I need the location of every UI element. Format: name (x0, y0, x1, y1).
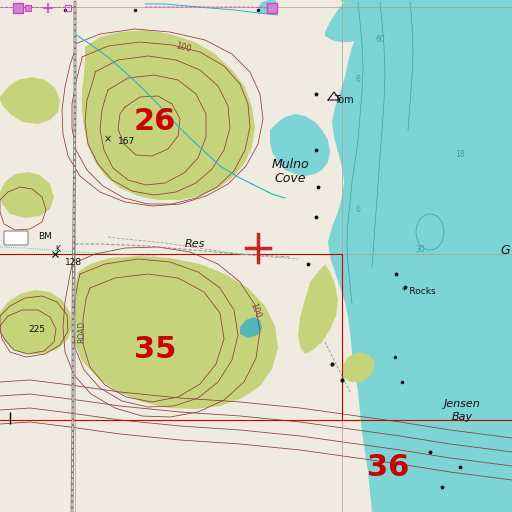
Polygon shape (72, 256, 278, 409)
Text: Tom: Tom (334, 95, 354, 105)
Text: BM: BM (38, 232, 52, 241)
Polygon shape (420, 390, 462, 512)
Text: 100: 100 (175, 41, 193, 54)
Text: 100: 100 (248, 301, 262, 319)
Text: Mulno: Mulno (271, 158, 309, 170)
Text: 128: 128 (65, 258, 82, 267)
Text: ROAD: ROAD (77, 321, 87, 343)
Polygon shape (0, 77, 60, 124)
Text: G: G (500, 244, 510, 257)
Text: 6: 6 (355, 205, 360, 214)
Text: 60: 60 (375, 35, 385, 44)
Polygon shape (82, 30, 255, 200)
Polygon shape (328, 0, 512, 512)
Text: 18: 18 (455, 150, 464, 159)
Polygon shape (258, 0, 278, 14)
Text: Cove: Cove (274, 172, 306, 184)
Polygon shape (0, 290, 72, 354)
Text: ×: × (104, 134, 112, 144)
Polygon shape (240, 317, 262, 338)
Text: 35: 35 (134, 335, 176, 365)
Polygon shape (0, 172, 54, 218)
Text: K: K (55, 245, 60, 254)
FancyBboxPatch shape (4, 231, 28, 245)
Text: 167: 167 (118, 137, 135, 146)
Text: Jensen: Jensen (443, 399, 480, 409)
Text: 36: 36 (367, 453, 409, 481)
Polygon shape (325, 0, 372, 42)
Text: Bay: Bay (452, 412, 473, 422)
Polygon shape (270, 114, 330, 176)
Text: 225: 225 (28, 325, 45, 334)
Polygon shape (298, 264, 338, 354)
Polygon shape (342, 352, 375, 382)
Text: 26: 26 (134, 108, 176, 137)
Text: * Rocks: * Rocks (402, 287, 436, 296)
Text: 6: 6 (355, 75, 360, 84)
Text: Res: Res (185, 239, 205, 249)
Text: 30: 30 (415, 245, 425, 254)
